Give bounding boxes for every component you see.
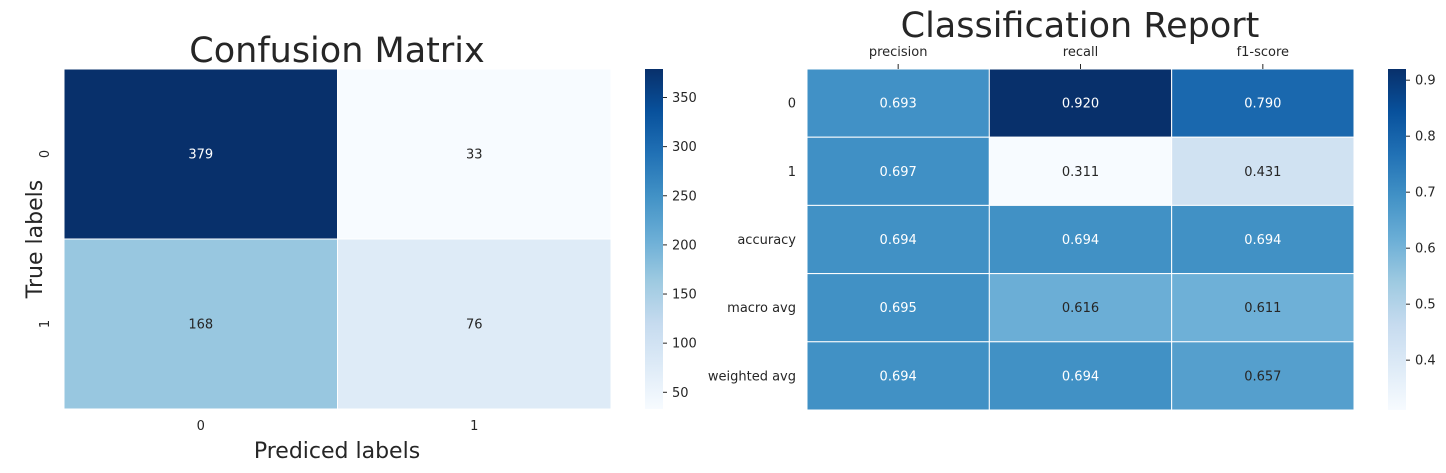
classification-report-cell bbox=[1171, 341, 1355, 411]
classification-report-y-tick-label: macro avg bbox=[727, 301, 796, 316]
classification-report-x-tick-label: precision bbox=[869, 45, 928, 60]
confusion-matrix-cell bbox=[63, 238, 338, 410]
classification-report-chart: Classification Report 0.693 0.920 0.7900.6… bbox=[708, 6, 1436, 411]
classification-report-y-tick-label: 0 bbox=[788, 97, 796, 112]
classification-report-colorbar-ticks: 0.4 0.5 0.6 0.7 0.8 0.9 bbox=[1406, 74, 1436, 369]
classification-report-cell bbox=[1171, 273, 1355, 343]
classification-report-cell-value: 0.616 bbox=[1062, 301, 1099, 316]
classification-report-colorbar-tick-label: 0.9 bbox=[1415, 74, 1436, 89]
classification-report-cell bbox=[806, 204, 990, 275]
classification-report-cell bbox=[988, 136, 1173, 206]
classification-report-x-tick-label: recall bbox=[1063, 45, 1098, 60]
confusion-matrix-colorbar: 50 100 150 200 250 300 350 bbox=[645, 69, 697, 409]
confusion-matrix-cells: 379 33 168 76 bbox=[63, 68, 612, 410]
confusion-matrix-cell bbox=[337, 68, 612, 240]
classification-report-colorbar-tick-label: 0.5 bbox=[1415, 298, 1436, 313]
confusion-matrix-cell-value: 76 bbox=[466, 318, 483, 333]
classification-report-cell-value: 0.693 bbox=[880, 97, 917, 112]
classification-report-cell-value: 0.611 bbox=[1244, 301, 1281, 316]
confusion-matrix-colorbar-tick-label: 100 bbox=[672, 337, 697, 352]
confusion-matrix-cell-value: 33 bbox=[466, 148, 483, 163]
classification-report-cell bbox=[1171, 68, 1355, 138]
confusion-matrix-cell bbox=[63, 68, 338, 240]
classification-report-cell bbox=[988, 341, 1173, 411]
classification-report-cell-value: 0.431 bbox=[1244, 165, 1281, 180]
classification-report-tick-labels: precision recall f1-score 0 1 accuracy macro a… bbox=[708, 45, 1289, 384]
confusion-matrix-cell-value: 379 bbox=[188, 148, 213, 163]
confusion-matrix-title: Confusion Matrix bbox=[189, 31, 484, 71]
classification-report-cell-value: 0.920 bbox=[1062, 97, 1099, 112]
confusion-matrix-colorbar-tick-label: 350 bbox=[672, 91, 697, 106]
confusion-matrix-tick-labels: 0 1 0 1 bbox=[38, 150, 478, 434]
classification-report-cell bbox=[1171, 204, 1355, 275]
classification-report-cell-value: 0.695 bbox=[880, 301, 917, 316]
confusion-matrix-colorbar-tick-label: 200 bbox=[672, 238, 697, 253]
classification-report-colorbar-tick-label: 0.4 bbox=[1415, 354, 1436, 369]
classification-report-y-tick-label: accuracy bbox=[737, 233, 796, 248]
classification-report-cell bbox=[806, 68, 990, 138]
confusion-matrix-colorbar-tick-label: 50 bbox=[672, 386, 689, 401]
classification-report-colorbar-tick-label: 0.6 bbox=[1415, 242, 1436, 257]
classification-report-cell-value: 0.694 bbox=[880, 233, 917, 248]
classification-report-colorbar-tick-label: 0.8 bbox=[1415, 130, 1436, 145]
classification-report-cell-value: 0.694 bbox=[880, 369, 917, 384]
classification-report-cell-value: 0.694 bbox=[1062, 233, 1099, 248]
classification-report-cell-value: 0.790 bbox=[1244, 97, 1281, 112]
confusion-matrix-x-axis-label: Prediced labels bbox=[254, 439, 420, 464]
classification-report-y-tick-label: weighted avg bbox=[708, 369, 796, 384]
confusion-matrix-cell-value: 168 bbox=[188, 318, 213, 333]
classification-report-cell bbox=[806, 341, 990, 411]
classification-report-y-tick-label: 1 bbox=[788, 165, 796, 180]
classification-report-cell-value: 0.657 bbox=[1244, 369, 1281, 384]
confusion-matrix-y-tick-label: 1 bbox=[38, 320, 53, 328]
classification-report-colorbar-tick-label: 0.7 bbox=[1415, 186, 1436, 201]
classification-report-cell bbox=[806, 136, 990, 206]
classification-report-cell-value: 0.697 bbox=[880, 165, 917, 180]
confusion-matrix-x-tick-label: 1 bbox=[470, 419, 478, 434]
classification-report-x-tick-label: f1-score bbox=[1237, 45, 1289, 60]
confusion-matrix-cell bbox=[337, 238, 612, 410]
confusion-matrix-colorbar-tick-label: 250 bbox=[672, 189, 697, 204]
confusion-matrix-y-tick-label: 0 bbox=[38, 150, 53, 158]
classification-report-colorbar-bar bbox=[1388, 69, 1406, 410]
classification-report-colorbar: 0.4 0.5 0.6 0.7 0.8 0.9 bbox=[1388, 69, 1436, 410]
classification-report-cell-value: 0.694 bbox=[1244, 233, 1281, 248]
confusion-matrix-colorbar-tick-label: 150 bbox=[672, 288, 697, 303]
confusion-matrix-colorbar-ticks: 50 100 150 200 250 300 350 bbox=[663, 91, 697, 401]
classification-report-cells: 0.693 0.920 0.790 0.697 0.311 0.431 0.694 0.694… bbox=[806, 68, 1355, 411]
classification-report-cell-value: 0.694 bbox=[1062, 369, 1099, 384]
classification-report-title: Classification Report bbox=[901, 6, 1260, 46]
classification-report-cell-value: 0.311 bbox=[1062, 165, 1099, 180]
confusion-matrix-chart: Confusion Matrix 379 33 168 76 0 1 0 1 Predice… bbox=[23, 31, 697, 464]
classification-report-cell bbox=[988, 273, 1173, 343]
confusion-matrix-colorbar-bar bbox=[645, 69, 663, 409]
confusion-matrix-y-axis-label: True labels bbox=[23, 180, 48, 299]
confusion-matrix-colorbar-tick-label: 300 bbox=[672, 140, 697, 155]
classification-report-cell bbox=[1171, 136, 1355, 206]
confusion-matrix-x-tick-label: 0 bbox=[197, 419, 205, 434]
